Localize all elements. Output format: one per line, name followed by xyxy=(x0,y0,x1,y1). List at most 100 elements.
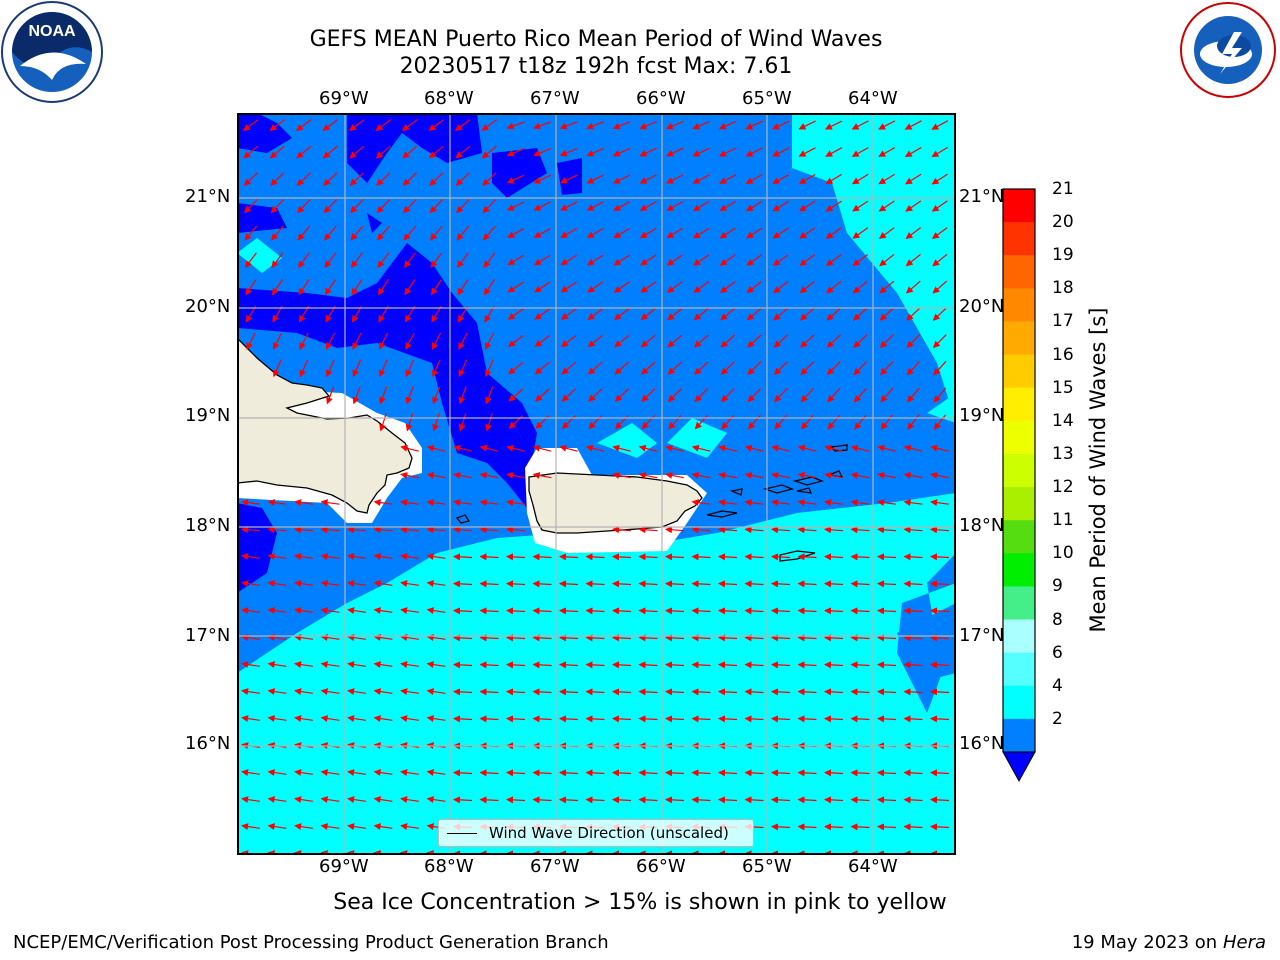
lon-tick-bottom-1: 69°W xyxy=(319,856,369,877)
wind-arrow xyxy=(772,147,790,157)
wind-arrow xyxy=(612,796,632,804)
wind-arrow xyxy=(903,769,923,777)
wind-arrow xyxy=(824,796,844,804)
wind-arrow xyxy=(405,413,414,432)
legend-label: Wind Wave Direction (unscaled) xyxy=(489,824,729,842)
wind-arrow xyxy=(267,823,287,831)
wind-arrow xyxy=(507,335,524,347)
wind-arrow xyxy=(267,499,287,507)
wind-arrow xyxy=(903,796,923,804)
wind-arrow xyxy=(294,499,313,507)
wind-arrow xyxy=(560,201,578,211)
wind-arrow xyxy=(431,332,442,350)
colorbar-tick: 10 xyxy=(1052,543,1074,564)
wind-arrow xyxy=(907,414,920,430)
wind-arrows xyxy=(241,119,950,855)
wind-arrow xyxy=(932,253,948,267)
wind-arrow xyxy=(694,388,709,403)
wind-arrow xyxy=(347,607,366,615)
wind-arrow xyxy=(879,280,895,294)
wind-arrow xyxy=(534,361,550,375)
land-culebra xyxy=(729,488,743,496)
wind-arrow xyxy=(930,661,950,669)
wind-arrow xyxy=(798,120,816,130)
wind-arrow xyxy=(373,526,393,534)
wind-arrow xyxy=(347,526,367,534)
wind-arrow xyxy=(612,607,632,615)
wind-arrow xyxy=(375,119,392,131)
wind-arrow xyxy=(294,553,313,561)
wind-arrow xyxy=(534,335,550,348)
wind-arrow xyxy=(693,334,709,348)
colorbar-tick: 6 xyxy=(1052,642,1063,663)
wind-arrow xyxy=(718,715,738,723)
legend: Wind Wave Direction (unscaled) xyxy=(438,819,754,847)
wind-arrow xyxy=(453,796,473,804)
wind-arrow xyxy=(612,526,632,534)
wind-arrow xyxy=(693,281,710,293)
wind-arrow xyxy=(744,607,764,615)
wind-arrow xyxy=(432,386,441,405)
wind-arrow xyxy=(854,414,867,430)
wind-arrow xyxy=(746,307,762,321)
wind-arrow xyxy=(692,147,710,157)
wind-arrow xyxy=(426,661,446,669)
wind-arrow xyxy=(798,173,816,185)
wind-arrow xyxy=(534,281,551,293)
wind-arrow xyxy=(405,386,414,405)
wind-arrow xyxy=(479,580,499,588)
colorbar-tick: 14 xyxy=(1052,410,1074,431)
wind-arrow xyxy=(457,279,469,296)
wind-arrow xyxy=(267,553,287,561)
colorbar-segment xyxy=(1003,420,1035,455)
wind-arrow xyxy=(639,201,657,211)
wind-arrow xyxy=(483,225,496,241)
wind-arrow xyxy=(665,553,685,561)
wind-arrow xyxy=(904,120,922,130)
wind-arrow xyxy=(352,386,361,405)
wind-arrow xyxy=(744,472,764,479)
wind-arrow xyxy=(746,254,763,266)
wind-arrow xyxy=(479,607,499,615)
wind-arrow xyxy=(797,472,817,479)
wind-arrow xyxy=(665,472,684,479)
wind-arrow xyxy=(267,661,287,669)
wind-arrow xyxy=(320,607,340,615)
wind-arrow xyxy=(877,769,897,777)
wind-arrow xyxy=(453,444,472,452)
wind-arrow xyxy=(824,634,844,642)
wind-arrow xyxy=(771,769,791,777)
wind-arrow xyxy=(613,281,630,293)
wind-arrow xyxy=(560,308,577,320)
wind-arrow xyxy=(718,472,737,479)
wind-arrow xyxy=(325,332,336,350)
sea-ice-note: Sea Ice Concentration > 15% is shown in … xyxy=(333,890,947,915)
wind-arrow xyxy=(432,359,441,378)
wind-arrow xyxy=(326,359,335,378)
wind-arrow xyxy=(826,307,842,321)
wind-arrow xyxy=(824,444,843,452)
wind-arrow xyxy=(930,553,950,561)
wind-arrow xyxy=(585,444,605,452)
colorbar xyxy=(1002,188,1036,783)
wind-arrow xyxy=(453,688,473,696)
wind-arrow xyxy=(903,688,923,696)
wind-arrow xyxy=(272,305,283,323)
wind-arrow xyxy=(903,580,923,588)
wind-arrow xyxy=(347,823,366,831)
wind-arrow xyxy=(665,580,685,588)
wind-arrow xyxy=(744,553,764,561)
wind-arrow xyxy=(797,796,817,804)
wind-arrow xyxy=(613,227,631,239)
wind-arrow xyxy=(692,120,710,130)
sea-mid-east2 xyxy=(897,603,956,683)
wind-arrow xyxy=(692,174,710,184)
wind-arrow xyxy=(267,634,287,642)
wind-arrow xyxy=(904,146,922,158)
wind-arrow xyxy=(825,200,842,212)
wind-arrow xyxy=(400,553,419,561)
wind-arrow xyxy=(377,279,389,296)
wind-arrow xyxy=(612,580,632,588)
wind-arrow xyxy=(479,769,499,777)
wind-arrow xyxy=(880,387,894,403)
